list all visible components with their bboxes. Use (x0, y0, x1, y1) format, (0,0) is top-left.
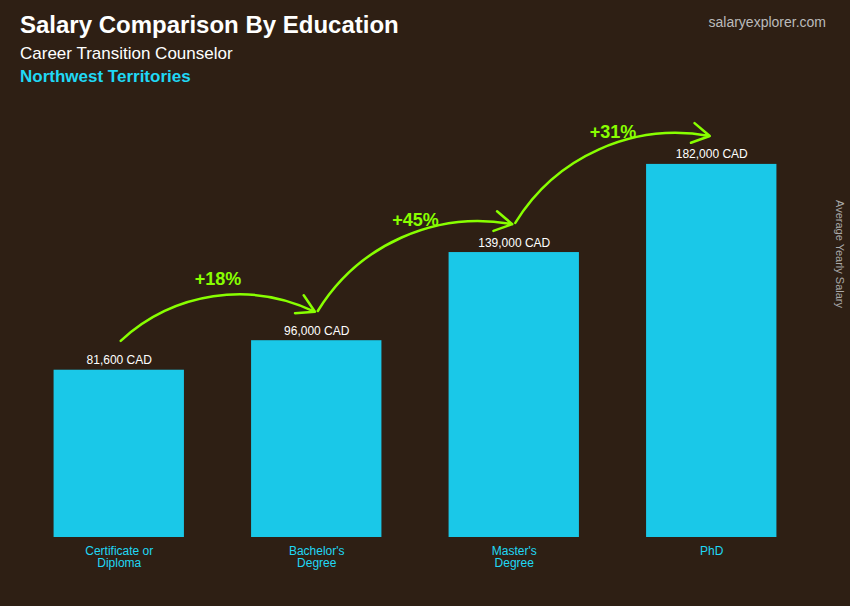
svg-text:PhD: PhD (700, 544, 724, 558)
svg-text:+31%: +31% (590, 122, 637, 142)
svg-text:96,000 CAD: 96,000 CAD (284, 324, 350, 338)
svg-text:Master'sDegree: Master'sDegree (492, 544, 537, 570)
html-text:Northwest Territories: Northwest Territories (20, 67, 191, 86)
html-text:Average Yearly Salary: Average Yearly Salary (834, 200, 846, 308)
svg-text:+18%: +18% (195, 269, 242, 289)
svg-text:139,000 CAD: 139,000 CAD (478, 236, 550, 250)
svg-text:Certificate orDiploma: Certificate orDiploma (85, 544, 153, 570)
svg-text:182,000 CAD: 182,000 CAD (676, 147, 748, 161)
svg-text:Bachelor'sDegree: Bachelor'sDegree (289, 544, 345, 570)
html-text:salaryexplorer.com: salaryexplorer.com (708, 14, 826, 30)
svg-text:+45%: +45% (392, 210, 439, 230)
html-text:Salary Comparison By Education: Salary Comparison By Education (20, 11, 399, 38)
svg-text:81,600 CAD: 81,600 CAD (87, 353, 153, 367)
html-text:Career Transition Counselor: Career Transition Counselor (20, 44, 233, 63)
